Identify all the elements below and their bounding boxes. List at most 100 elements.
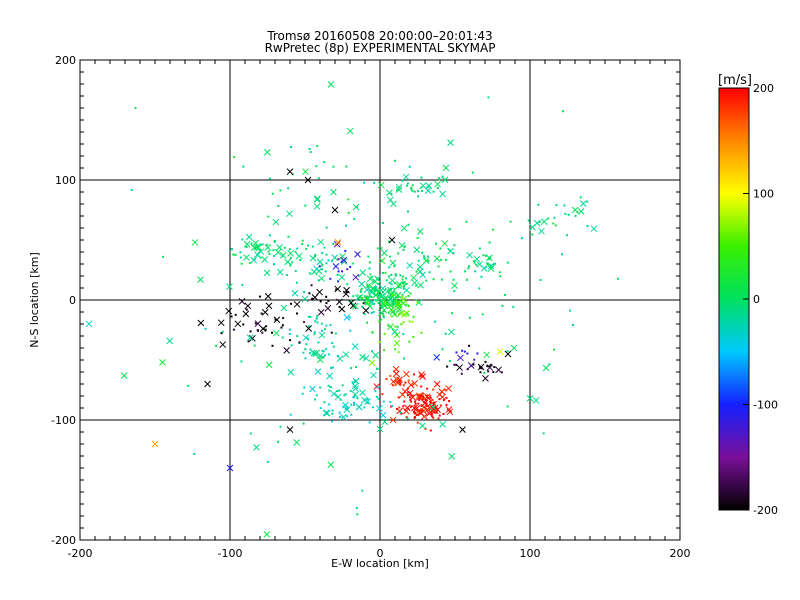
data-point <box>407 391 410 394</box>
data-point <box>328 389 331 392</box>
data-point <box>390 314 393 317</box>
data-point <box>375 405 383 412</box>
data-point <box>401 179 404 182</box>
data-point <box>475 263 478 266</box>
data-point <box>346 415 349 418</box>
data-point <box>441 240 449 247</box>
data-point <box>537 203 540 206</box>
data-point <box>325 226 328 229</box>
data-point <box>577 208 585 215</box>
data-point <box>395 408 398 411</box>
data-point <box>309 348 312 351</box>
data-point <box>423 406 426 409</box>
data-point <box>280 304 288 312</box>
data-point <box>378 320 381 323</box>
data-point <box>254 320 262 327</box>
data-point <box>337 258 340 261</box>
data-point <box>272 218 280 226</box>
data-point <box>304 204 307 207</box>
data-point <box>151 440 159 448</box>
data-point <box>267 250 270 253</box>
data-point <box>420 404 423 407</box>
data-point <box>440 278 443 281</box>
data-point <box>302 422 305 425</box>
data-point <box>466 251 473 259</box>
data-point <box>264 244 272 251</box>
data-point <box>346 407 349 410</box>
data-point <box>403 280 406 283</box>
data-point <box>380 247 383 250</box>
data-point <box>305 343 308 346</box>
data-point <box>401 278 404 281</box>
data-point <box>408 165 411 168</box>
data-point <box>390 192 393 195</box>
y-tick-label: 100 <box>55 174 76 187</box>
data-point <box>319 300 322 303</box>
data-point <box>317 341 320 344</box>
data-point <box>400 323 403 326</box>
data-point <box>430 412 433 415</box>
data-point <box>397 296 400 299</box>
data-point <box>322 350 325 353</box>
data-point <box>400 224 408 232</box>
data-point <box>425 279 428 282</box>
data-point <box>336 273 339 276</box>
data-point <box>413 246 421 254</box>
data-point <box>433 353 441 361</box>
data-point <box>389 289 392 292</box>
data-point <box>407 379 410 382</box>
data-point <box>432 388 435 391</box>
data-point <box>416 301 419 304</box>
data-point <box>317 308 325 316</box>
data-point <box>217 319 225 327</box>
data-point <box>431 398 434 401</box>
data-point <box>426 405 429 408</box>
data-point <box>435 410 438 413</box>
data-point <box>461 349 464 352</box>
data-point <box>246 334 254 342</box>
data-point <box>448 399 451 402</box>
data-point <box>400 311 408 318</box>
data-point <box>281 324 284 327</box>
data-point <box>296 247 299 250</box>
data-point <box>316 145 319 148</box>
data-point <box>434 242 437 245</box>
data-point <box>286 426 294 433</box>
data-point <box>362 354 370 362</box>
data-point <box>351 381 354 384</box>
data-point <box>367 287 375 295</box>
data-point <box>399 274 402 277</box>
data-point <box>407 381 415 389</box>
data-point <box>268 253 271 256</box>
data-point <box>254 322 257 325</box>
data-point <box>366 284 369 287</box>
data-point <box>416 263 424 271</box>
data-point <box>350 367 353 370</box>
data-point <box>378 290 381 293</box>
data-point <box>389 293 392 296</box>
data-point <box>406 182 409 185</box>
data-point <box>441 348 444 351</box>
data-point <box>282 317 285 320</box>
data-point <box>370 350 373 353</box>
data-point <box>309 151 312 154</box>
data-point <box>243 240 251 248</box>
data-point <box>377 181 385 189</box>
data-point <box>271 192 274 195</box>
data-point <box>379 411 387 419</box>
data-point <box>345 224 348 227</box>
data-point <box>445 396 448 399</box>
data-point <box>420 176 423 179</box>
data-point <box>418 393 421 396</box>
data-point <box>265 361 273 369</box>
data-point <box>334 393 342 401</box>
data-point <box>313 196 321 203</box>
data-point <box>423 415 426 418</box>
data-point <box>289 413 292 416</box>
data-point <box>389 416 397 424</box>
data-point <box>249 432 252 435</box>
data-point <box>380 318 383 321</box>
data-point <box>266 243 269 246</box>
data-point <box>381 290 384 293</box>
data-point <box>363 294 371 302</box>
